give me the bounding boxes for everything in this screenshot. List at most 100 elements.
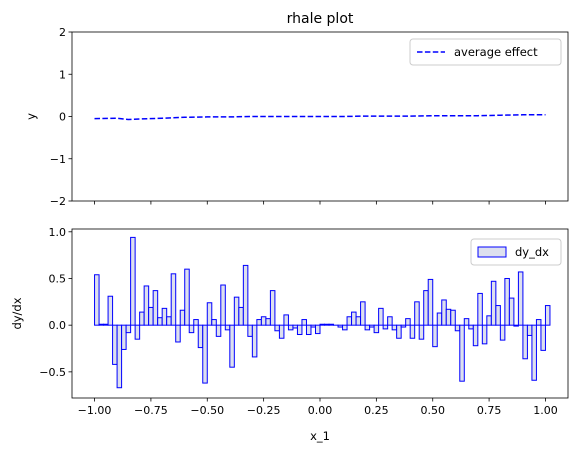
bar — [387, 316, 393, 326]
bottom-axes: dy/dx x_1 −0.50.00.51.0−1.00 −0.75 −0.50 −0… — [10, 226, 569, 443]
bar — [287, 324, 294, 331]
bottom-axes-frame — [71, 228, 569, 399]
bar — [328, 323, 335, 326]
bar — [346, 316, 353, 326]
bar — [436, 312, 443, 326]
legend-bar-swatch — [477, 246, 507, 258]
bar — [531, 324, 537, 381]
bar — [188, 324, 195, 334]
legend-label-average-effect: average effect — [454, 45, 538, 59]
bar — [495, 305, 501, 326]
y-tick-label: 0 — [59, 111, 66, 124]
top-axes: rhale plot y −2 −1 0 1 2 average effect — [24, 11, 569, 208]
bar — [324, 323, 330, 326]
bar — [220, 284, 226, 326]
bar — [130, 236, 136, 326]
bottom-legend: dy_dx — [470, 238, 562, 266]
bar — [504, 277, 510, 326]
legend-box — [470, 238, 562, 266]
bar — [355, 316, 362, 326]
bar — [256, 319, 262, 326]
bar — [468, 324, 474, 330]
bar — [540, 324, 546, 351]
bar — [427, 278, 434, 326]
bar — [405, 318, 411, 326]
chart-title: rhale plot — [287, 11, 354, 27]
bar — [445, 308, 452, 326]
top-plot-area — [94, 114, 546, 121]
bar — [517, 271, 524, 326]
bar — [161, 307, 168, 326]
bar — [143, 285, 150, 326]
y-axis-label-bottom: dy/dx — [10, 297, 24, 329]
bar — [179, 309, 186, 326]
bar — [418, 324, 425, 340]
bar — [409, 324, 416, 339]
bar — [166, 316, 172, 326]
bar — [369, 324, 375, 328]
y-tick-label: 0.0 — [49, 319, 67, 332]
bar — [319, 323, 326, 326]
bar — [499, 324, 506, 341]
y-axis-label: y — [24, 113, 38, 120]
bar — [139, 311, 145, 326]
y-tick-label: 2 — [59, 26, 66, 39]
bar — [477, 292, 483, 326]
bar — [157, 317, 163, 326]
y-tick-label: 0.5 — [49, 272, 67, 285]
bar — [382, 324, 389, 330]
bar — [175, 324, 181, 343]
bar — [472, 324, 479, 347]
bar — [414, 301, 420, 326]
bar — [260, 316, 267, 326]
x-tick-label: 0.75 — [477, 404, 502, 417]
bottom-plot-area — [94, 236, 551, 389]
top-axes-frame — [71, 31, 569, 202]
bar — [206, 302, 213, 326]
bar — [197, 324, 204, 349]
bar — [522, 324, 528, 360]
top-legend: average effect — [409, 38, 562, 66]
bar — [526, 324, 533, 336]
bar — [292, 324, 298, 329]
bar — [112, 324, 118, 365]
bar — [481, 324, 488, 345]
y-tick-label: 1.0 — [49, 226, 67, 239]
bar — [544, 305, 551, 326]
y-tick-label: −0.5 — [39, 366, 66, 379]
bar — [463, 318, 470, 326]
x-tick-label: 1.00 — [533, 404, 558, 417]
bar — [314, 324, 321, 335]
bar — [170, 273, 177, 326]
bar — [134, 324, 141, 340]
bar — [148, 306, 154, 326]
bar — [535, 319, 542, 326]
bar — [152, 290, 159, 326]
bar — [238, 306, 244, 326]
bar — [486, 315, 492, 326]
bar — [215, 324, 222, 337]
bar — [459, 324, 465, 382]
bar — [274, 324, 280, 332]
legend-label-dy-dx: dy_dx — [515, 245, 549, 259]
bar — [224, 324, 231, 331]
x-tick-label: −0.50 — [190, 404, 224, 417]
average-effect-line — [94, 114, 546, 121]
x-tick-label: 0.50 — [420, 404, 445, 417]
bar — [441, 299, 447, 326]
bar — [233, 296, 240, 326]
bar — [121, 324, 127, 350]
bar — [103, 323, 109, 326]
bar — [247, 324, 253, 337]
bar — [211, 319, 217, 326]
bar — [202, 324, 208, 384]
bar — [450, 309, 456, 326]
x-tick-label: −0.75 — [134, 404, 168, 417]
y-tick-label: 1 — [59, 68, 66, 81]
bar — [396, 324, 402, 339]
bar — [283, 314, 289, 326]
bottom-ticks: −0.5 0.0 0.5 1.0 −1.00 −0.75 −0.50 −0.25 0.00 0.2… — [39, 226, 557, 417]
x-axis-label: x_1 — [310, 429, 330, 443]
bar — [351, 311, 357, 326]
